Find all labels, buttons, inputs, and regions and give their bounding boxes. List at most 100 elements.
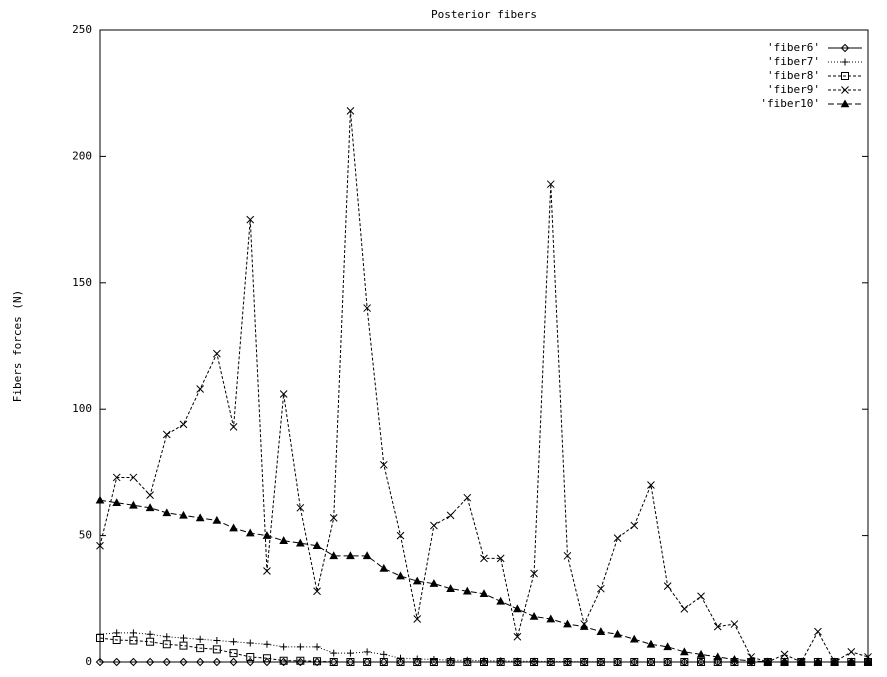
marker (313, 587, 321, 596)
marker (162, 508, 172, 517)
marker (346, 107, 355, 115)
marker (596, 627, 606, 635)
marker (546, 658, 555, 666)
y-tick-label: 0 (85, 655, 92, 668)
marker (780, 650, 789, 659)
y-tick-label: 150 (72, 276, 92, 289)
marker (196, 635, 204, 643)
marker (529, 611, 539, 620)
marker (830, 658, 839, 666)
marker (563, 658, 572, 666)
y-axis-label: Fibers forces (N) (11, 290, 24, 403)
marker (563, 619, 572, 628)
marker (379, 460, 388, 469)
marker (229, 649, 238, 658)
marker (446, 511, 455, 520)
marker (697, 592, 705, 601)
marker (363, 648, 371, 656)
marker (179, 510, 188, 519)
marker (780, 657, 789, 666)
marker (730, 654, 739, 663)
marker (630, 521, 639, 530)
marker (479, 589, 489, 598)
marker (195, 513, 205, 522)
marker (396, 571, 405, 580)
marker (229, 423, 238, 431)
series-line (99, 499, 868, 663)
marker (112, 498, 122, 507)
marker (663, 582, 672, 591)
marker (480, 554, 488, 563)
marker (463, 658, 472, 666)
marker (579, 622, 589, 630)
legend-marker (840, 99, 850, 108)
marker (213, 637, 221, 645)
marker (547, 657, 555, 665)
marker (413, 658, 422, 666)
plot-frame (99, 29, 869, 663)
marker (179, 657, 188, 667)
marker (146, 491, 154, 500)
marker (246, 215, 255, 224)
marker (696, 649, 706, 658)
marker (446, 584, 455, 592)
marker (162, 640, 171, 649)
marker (412, 576, 422, 585)
marker (379, 563, 389, 572)
marker (279, 656, 288, 665)
marker (129, 500, 138, 509)
y-tick-label: 250 (72, 23, 92, 36)
marker (129, 629, 137, 637)
marker (96, 541, 104, 550)
marker (296, 657, 305, 667)
marker (129, 636, 138, 645)
marker (95, 495, 105, 504)
marker (513, 632, 522, 641)
marker (229, 657, 238, 667)
marker (663, 642, 673, 651)
marker (596, 658, 605, 666)
marker (230, 638, 238, 646)
legend-marker (840, 43, 850, 53)
marker (763, 657, 773, 666)
marker (329, 514, 338, 522)
legend-marker (841, 72, 849, 80)
marker (245, 528, 255, 537)
marker (864, 653, 872, 661)
marker (379, 658, 388, 666)
marker (363, 658, 372, 666)
marker (813, 657, 823, 666)
marker (429, 579, 439, 587)
marker (679, 647, 689, 656)
marker (296, 503, 305, 512)
marker (263, 567, 271, 575)
marker (713, 622, 722, 631)
y-tick-label: 200 (72, 149, 92, 162)
series-line (99, 110, 869, 663)
marker (112, 473, 121, 482)
marker (179, 420, 188, 429)
legend-label: 'fiber9' (767, 83, 820, 96)
marker (413, 615, 422, 623)
marker (480, 658, 488, 666)
marker (813, 658, 822, 666)
marker (263, 640, 271, 648)
marker (680, 658, 689, 666)
marker (313, 657, 322, 666)
marker (430, 521, 438, 530)
marker (546, 614, 556, 623)
marker (680, 605, 689, 613)
series-line (99, 637, 868, 663)
marker (313, 643, 321, 651)
marker (330, 649, 338, 657)
marker (597, 584, 605, 593)
marker (546, 180, 555, 189)
marker (96, 633, 104, 642)
marker (229, 523, 238, 532)
marker (212, 515, 222, 524)
marker (329, 658, 338, 666)
marker (613, 658, 622, 666)
marker (196, 644, 205, 653)
y-tick-label: 50 (79, 529, 92, 542)
